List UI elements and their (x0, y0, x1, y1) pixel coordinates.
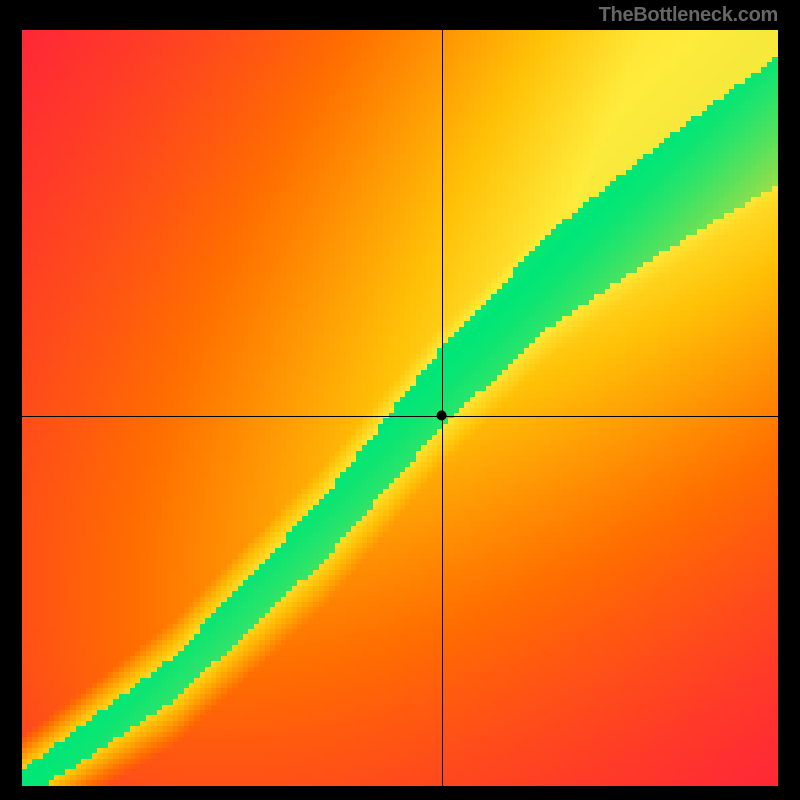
chart-container: TheBottleneck.com (0, 0, 800, 800)
watermark-text: TheBottleneck.com (599, 4, 778, 27)
bottleneck-heatmap (22, 30, 778, 786)
